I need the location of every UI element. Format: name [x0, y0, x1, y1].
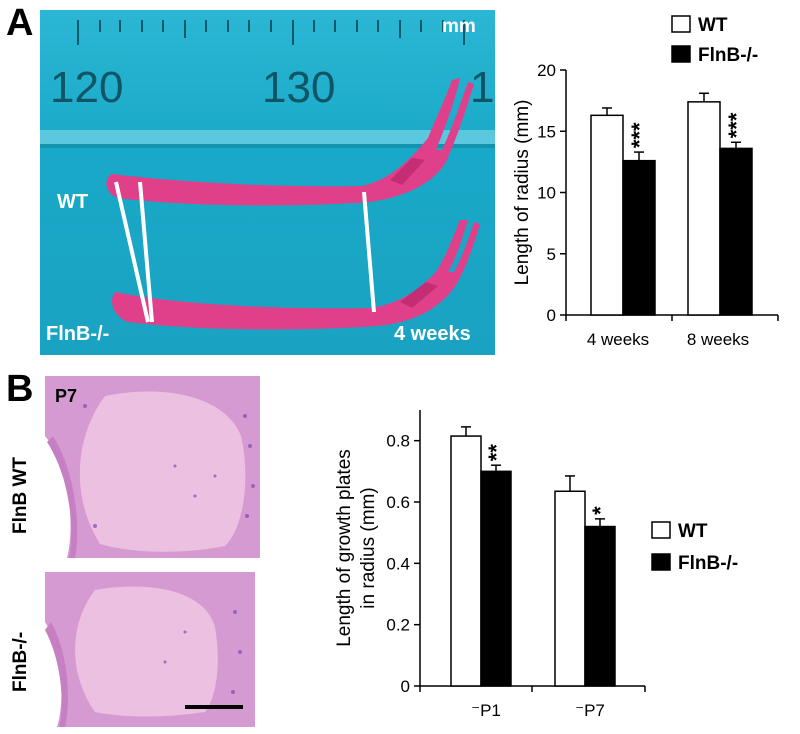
legend-label-wt: WT	[698, 15, 728, 36]
histology-wt-image: P7	[45, 376, 260, 558]
significance-marker: ***	[627, 122, 652, 148]
legend-swatch-wt	[651, 521, 671, 539]
ruler-number-140: 14	[470, 63, 495, 112]
bar-flnb-ko	[622, 159, 656, 316]
legend-swatch-flnb-ko	[651, 553, 671, 571]
y-axis-label: in radius (mm)	[358, 487, 379, 608]
bar-flnb-ko	[480, 470, 512, 687]
wt-bone	[106, 78, 475, 206]
y-tick-label: 0.4	[386, 554, 410, 573]
bar-wt	[590, 114, 624, 316]
unit-label: mm	[442, 16, 476, 37]
age-label: 4 weeks	[394, 323, 471, 345]
bar-flnb-ko	[584, 525, 616, 687]
significance-marker: ***	[724, 112, 749, 138]
bar-wt	[450, 435, 482, 687]
y-tick-label: 0.8	[386, 432, 410, 451]
ruler-number-130: 130	[262, 63, 335, 112]
y-tick-label: 0	[401, 677, 410, 696]
flnb-ko-side-label: FlnB-/-	[10, 631, 31, 692]
x-category-label: 8 weeks	[687, 330, 749, 349]
legend-label-wt: WT	[678, 521, 708, 542]
x-category-label: ⁻P7	[575, 701, 605, 720]
flnb-ko-label: FlnB-/-	[46, 323, 109, 345]
bone-photo: 120 130 14 mm WT FlnB-/- 4 weeks	[40, 10, 495, 355]
ruler-ticks	[77, 20, 465, 45]
y-tick-label: 15	[537, 122, 556, 141]
ruler-number-120: 120	[50, 63, 123, 112]
x-category-label: 4 weeks	[587, 330, 649, 349]
wt-label: WT	[57, 191, 88, 213]
legend-label-flnb-ko: FlnB-/-	[678, 553, 738, 574]
radius-length-chart: 0 5 10 15 20 *** 4 weeks *** 8 weeks Length of ra…	[512, 15, 779, 349]
flnb-wt-side-label: FlnB WT	[10, 456, 31, 534]
y-axis-label: Length of radius (mm)	[512, 100, 533, 286]
y-tick-label: 0	[547, 306, 556, 325]
y-tick-label: 5	[547, 245, 556, 264]
legend-swatch-flnb-ko	[671, 45, 691, 63]
bar-wt	[687, 101, 721, 316]
significance-marker: **	[484, 444, 509, 462]
significance-marker: *	[588, 506, 613, 515]
histology-ko-image	[45, 572, 255, 727]
legend-swatch-wt	[671, 15, 691, 33]
growth-plate-chart: 0 0.2 0.4 0.6 0.8 ** ⁻P1 * ⁻P7 Length of growth p…	[334, 410, 738, 720]
bar-flnb-ko	[719, 147, 753, 316]
y-axis-label: Length of growth plates	[334, 449, 355, 647]
bar-wt	[554, 490, 586, 687]
y-tick-label: 0.2	[386, 616, 410, 635]
scale-bar	[185, 705, 243, 709]
legend-label-flnb-ko: FlnB-/-	[698, 45, 758, 66]
y-tick-label: 0.6	[386, 493, 410, 512]
stage-label: P7	[55, 386, 77, 406]
panel-letter-a: A	[6, 2, 34, 44]
panel-letter-b: B	[6, 368, 34, 410]
y-tick-label: 10	[537, 184, 556, 203]
x-category-label: ⁻P1	[471, 701, 501, 720]
y-tick-label: 20	[537, 61, 556, 80]
measurement-lines	[114, 181, 376, 323]
